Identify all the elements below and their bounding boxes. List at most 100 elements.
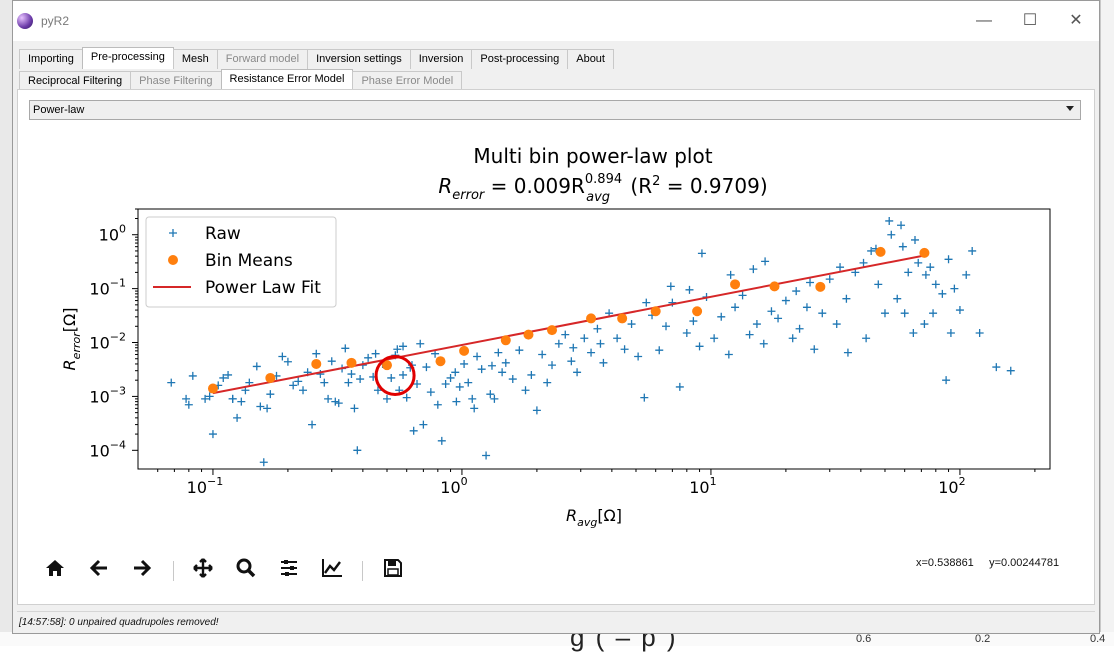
bin-mean-point bbox=[207, 383, 218, 394]
raw-point bbox=[308, 420, 317, 429]
title-bar[interactable]: pyR2 — ☐ ✕ bbox=[13, 1, 1099, 41]
tab-phase-error-model[interactable]: Phase Error Model bbox=[352, 71, 463, 91]
tab-about[interactable]: About bbox=[567, 49, 614, 69]
raw-point bbox=[188, 371, 197, 380]
x-axis-label: Ravg[Ω] bbox=[566, 506, 622, 529]
raw-point bbox=[409, 426, 418, 435]
x-tick-label: 10−1 bbox=[187, 475, 224, 497]
raw-point bbox=[893, 294, 902, 303]
raw-point bbox=[299, 386, 308, 395]
raw-point bbox=[620, 345, 629, 354]
x-tick-label: 102 bbox=[938, 475, 965, 497]
raw-point bbox=[842, 294, 851, 303]
raw-point bbox=[682, 329, 691, 338]
raw-point bbox=[486, 390, 495, 399]
raw-point bbox=[182, 394, 191, 403]
bin-means-series bbox=[207, 246, 930, 394]
pan-icon[interactable] bbox=[189, 557, 217, 585]
raw-point bbox=[205, 392, 214, 401]
raw-point bbox=[283, 357, 292, 366]
tab-pre-processing[interactable]: Pre-processing bbox=[81, 47, 174, 69]
tab-reciprocal-filtering[interactable]: Reciprocal Filtering bbox=[19, 71, 132, 91]
save-icon[interactable] bbox=[379, 557, 407, 585]
legend-box bbox=[145, 216, 337, 308]
raw-point bbox=[433, 400, 442, 409]
tab-post-processing[interactable]: Post-processing bbox=[471, 49, 569, 69]
raw-point bbox=[920, 320, 929, 329]
raw-point bbox=[745, 330, 754, 339]
tab-importing[interactable]: Importing bbox=[19, 49, 83, 69]
raw-point bbox=[992, 363, 1001, 372]
raw-point bbox=[324, 394, 333, 403]
raw-point bbox=[237, 397, 246, 406]
raw-point bbox=[382, 394, 391, 403]
axis-ticks: 10−1 100 101 102 10−4 10−3 10−2 10−1 100 bbox=[89, 208, 1036, 497]
bin-mean-point bbox=[500, 335, 511, 346]
edit-axis-icon[interactable] bbox=[318, 557, 346, 585]
main-window: pyR2 — ☐ ✕ Importing Pre-processing Mesh… bbox=[12, 0, 1100, 634]
raw-point bbox=[587, 348, 596, 357]
raw-point bbox=[832, 320, 841, 329]
tab-forward-model[interactable]: Forward model bbox=[216, 49, 309, 69]
raw-point bbox=[898, 242, 907, 251]
raw-point bbox=[561, 330, 570, 339]
y-tick-label: 10−3 bbox=[89, 384, 126, 406]
raw-point bbox=[356, 375, 365, 384]
raw-point bbox=[426, 388, 435, 397]
raw-point bbox=[228, 394, 237, 403]
raw-point bbox=[233, 413, 242, 422]
tab-inversion[interactable]: Inversion bbox=[409, 49, 473, 69]
bin-mean-point bbox=[523, 329, 534, 340]
raw-point bbox=[929, 309, 938, 318]
raw-point bbox=[327, 357, 336, 366]
back-arrow-icon[interactable] bbox=[85, 557, 113, 585]
legend-bin-label: Bin Means bbox=[205, 251, 293, 271]
raw-point bbox=[950, 284, 959, 293]
tab-inversion-settings[interactable]: Inversion settings bbox=[307, 49, 411, 69]
configure-subplots-icon[interactable] bbox=[275, 557, 303, 585]
raw-point bbox=[569, 343, 578, 352]
raw-point bbox=[931, 280, 940, 289]
raw-point bbox=[451, 368, 460, 377]
raw-point bbox=[767, 307, 776, 316]
raw-point bbox=[685, 285, 694, 294]
raw-point bbox=[294, 377, 303, 386]
raw-point bbox=[460, 359, 469, 368]
tab-mesh[interactable]: Mesh bbox=[172, 49, 218, 69]
forward-arrow-icon[interactable] bbox=[128, 557, 156, 585]
raw-point bbox=[942, 376, 951, 385]
raw-point bbox=[259, 458, 268, 467]
raw-point bbox=[331, 397, 340, 406]
maximize-button[interactable]: ☐ bbox=[1022, 12, 1038, 29]
raw-point bbox=[501, 358, 510, 367]
bin-mean-point bbox=[650, 306, 661, 317]
raw-point bbox=[726, 270, 735, 279]
raw-point bbox=[795, 324, 804, 333]
zoom-icon[interactable] bbox=[232, 557, 260, 585]
power-law-chart[interactable]: Multi bin power-law plot Rerror = 0.009R… bbox=[13, 131, 1083, 541]
raw-point bbox=[695, 342, 704, 351]
raw-point bbox=[515, 346, 524, 355]
raw-point bbox=[655, 346, 664, 355]
home-icon[interactable] bbox=[41, 557, 69, 585]
raw-point bbox=[452, 397, 461, 406]
raw-point bbox=[320, 378, 329, 387]
chevron-down-icon bbox=[1066, 106, 1074, 111]
cursor-coordinates: x=0.538861 y=0.00244781 bbox=[916, 557, 1060, 569]
tab-resistance-error-model[interactable]: Resistance Error Model bbox=[220, 69, 354, 91]
bin-mean-point bbox=[769, 281, 780, 292]
error-model-select-value: Power-law bbox=[33, 104, 85, 116]
raw-point bbox=[353, 446, 362, 455]
bin-mean-point bbox=[547, 325, 558, 336]
y-tick-label: 10−1 bbox=[89, 277, 126, 299]
error-model-select[interactable]: Power-law bbox=[29, 100, 1081, 120]
minimize-button[interactable]: — bbox=[976, 12, 992, 29]
sub-tab-bar: Reciprocal Filtering Phase Filtering Res… bbox=[19, 69, 463, 91]
close-button[interactable]: ✕ bbox=[1069, 12, 1083, 29]
raw-point bbox=[252, 362, 261, 371]
raw-point bbox=[455, 382, 464, 391]
bin-mean-point bbox=[435, 356, 446, 367]
raw-point bbox=[393, 345, 402, 354]
tab-phase-filtering[interactable]: Phase Filtering bbox=[130, 71, 222, 91]
raw-point bbox=[880, 309, 889, 318]
